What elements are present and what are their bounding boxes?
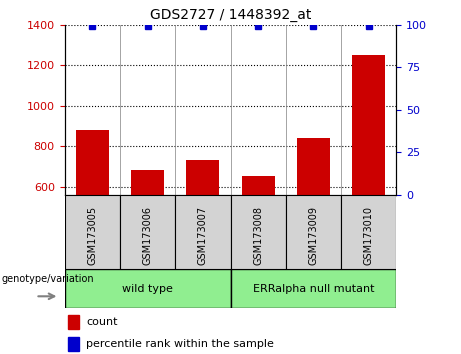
Bar: [230, 195, 286, 269]
Text: percentile rank within the sample: percentile rank within the sample: [86, 339, 274, 349]
Bar: [76, 130, 109, 195]
Bar: [65, 195, 120, 269]
Text: GSM173009: GSM173009: [308, 206, 319, 265]
Bar: [341, 195, 396, 269]
Bar: [297, 138, 330, 195]
Bar: [186, 160, 219, 195]
Text: count: count: [86, 317, 118, 327]
Bar: [230, 269, 396, 308]
Text: GSM173008: GSM173008: [253, 206, 263, 265]
Text: GSM173006: GSM173006: [142, 206, 153, 265]
Bar: [131, 170, 164, 195]
Bar: [286, 195, 341, 269]
Bar: [352, 55, 385, 195]
Text: GSM173005: GSM173005: [87, 206, 97, 265]
Title: GDS2727 / 1448392_at: GDS2727 / 1448392_at: [150, 8, 311, 22]
Text: GSM173010: GSM173010: [364, 206, 374, 265]
Text: GSM173007: GSM173007: [198, 206, 208, 265]
Bar: [175, 195, 230, 269]
Text: genotype/variation: genotype/variation: [1, 274, 94, 284]
Bar: [68, 337, 79, 350]
Bar: [242, 177, 275, 195]
Text: wild type: wild type: [122, 284, 173, 293]
Bar: [68, 315, 79, 329]
Text: ERRalpha null mutant: ERRalpha null mutant: [253, 284, 374, 293]
Bar: [65, 269, 230, 308]
Bar: [120, 195, 175, 269]
